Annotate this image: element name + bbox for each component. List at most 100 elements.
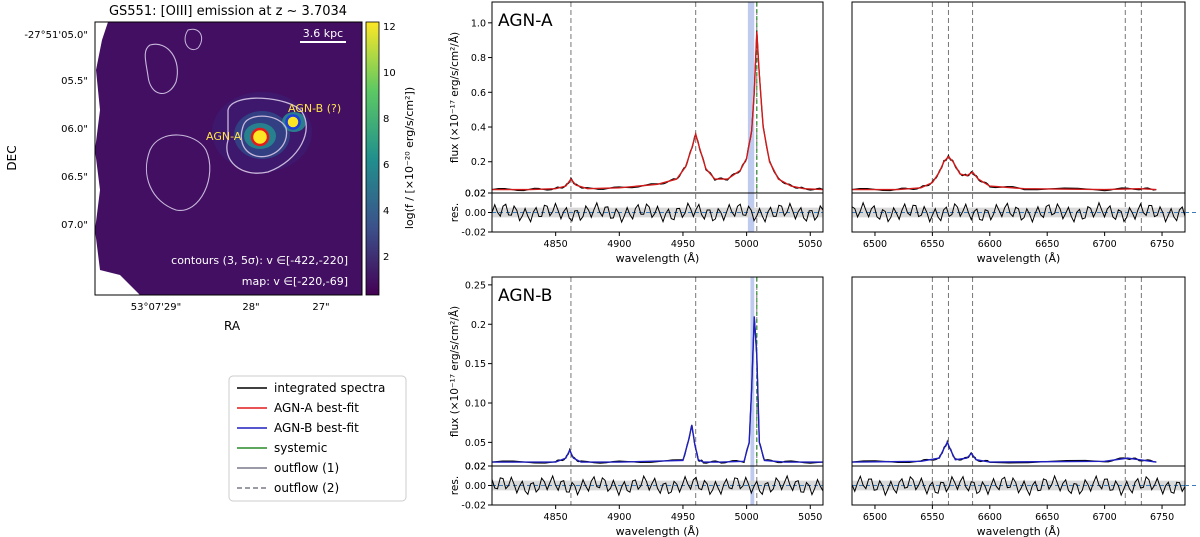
map-xlabel: RA bbox=[224, 319, 241, 333]
x-tick-label: 4900 bbox=[607, 512, 631, 523]
x-tick-label: 6600 bbox=[978, 239, 1002, 250]
spectrum-panel: 0.020.050.100.150.20.25-0.020.000.024850… bbox=[448, 276, 824, 537]
residual-band bbox=[852, 480, 1185, 491]
residual-axis-label: res. bbox=[449, 476, 461, 495]
colorbar bbox=[365, 21, 380, 296]
colorbar-tick: 12 bbox=[383, 22, 396, 33]
best-fit-line bbox=[852, 155, 1157, 191]
agn-a-label: AGN-A bbox=[206, 130, 242, 143]
y-axis-label: flux (×10⁻¹⁷ erg/s/cm²/Å) bbox=[448, 306, 461, 437]
map-xtick: 53°07'29" bbox=[131, 302, 182, 313]
y-tick-label: 0.6 bbox=[471, 88, 486, 99]
best-fit-line bbox=[851, 440, 1157, 463]
y-axis-label: flux (×10⁻¹⁷ erg/s/cm²/Å) bbox=[448, 32, 461, 163]
plot-area bbox=[852, 2, 1185, 193]
colorbar-tick: 4 bbox=[383, 206, 389, 217]
x-tick-label: 5000 bbox=[735, 239, 759, 250]
colorbar-ticks: 2 4 6 8 10 12 bbox=[383, 22, 396, 263]
x-axis-label: wavelength (Å) bbox=[977, 525, 1061, 537]
legend-label: outflow (2) bbox=[274, 481, 339, 495]
res-y-tick-label: 0.02 bbox=[465, 462, 486, 473]
map-ytick: 06.5" bbox=[61, 172, 88, 183]
y-tick-label: 0.02 bbox=[465, 189, 486, 200]
map-note: map: v ∈[-220,-69] bbox=[242, 275, 348, 288]
res-y-tick-label: 0.00 bbox=[465, 481, 486, 492]
x-tick-label: 6550 bbox=[920, 512, 944, 523]
agn-b-label: AGN-B (?) bbox=[288, 102, 341, 115]
best-fit-line bbox=[492, 316, 823, 463]
map-ytick: 07.0" bbox=[61, 220, 88, 231]
residual-line bbox=[851, 201, 1186, 224]
x-tick-label: 5000 bbox=[735, 512, 759, 523]
x-tick-label: 5050 bbox=[798, 512, 822, 523]
agn-a-marker bbox=[250, 127, 270, 147]
map-xtick: 27" bbox=[312, 302, 329, 313]
map-title: GS551: [OIII] emission at z ~ 3.7034 bbox=[109, 4, 347, 19]
plot-area bbox=[492, 277, 823, 466]
y-tick-label: 0.2 bbox=[471, 157, 486, 168]
legend-label: AGN-B best-fit bbox=[274, 421, 359, 435]
y-tick-label: 0.02 bbox=[465, 462, 486, 473]
contours-note: contours (3, 5σ): v ∈[-422,-220] bbox=[171, 254, 348, 267]
legend-label: outflow (1) bbox=[274, 461, 339, 475]
scalebar-label: 3.6 kpc bbox=[303, 27, 343, 40]
legend-label: integrated spectra bbox=[274, 381, 385, 395]
x-tick-label: 4950 bbox=[671, 239, 695, 250]
map-xtick: 28" bbox=[242, 302, 259, 313]
residual-line bbox=[851, 474, 1186, 497]
x-tick-label: 6750 bbox=[1150, 239, 1174, 250]
y-tick-label: 0.4 bbox=[471, 123, 486, 134]
y-tick-label: 0.25 bbox=[465, 280, 486, 291]
y-tick-label: 0.05 bbox=[465, 438, 486, 449]
res-y-tick-label: -0.02 bbox=[461, 501, 486, 512]
x-tick-label: 6550 bbox=[920, 239, 944, 250]
panel-title: AGN-B bbox=[498, 286, 552, 306]
legend-label: systemic bbox=[274, 441, 327, 455]
map-panel: 3.6 kpc AGN-A AGN-B (?) contours (3, 5σ)… bbox=[94, 21, 363, 296]
panel-title: AGN-A bbox=[498, 11, 553, 31]
x-tick-label: 5050 bbox=[798, 239, 822, 250]
plot-area bbox=[492, 2, 823, 193]
plot-area bbox=[852, 277, 1185, 466]
colorbar-tick: 2 bbox=[383, 252, 389, 263]
x-tick-label: 6500 bbox=[863, 239, 887, 250]
map-x-ticks: 53°07'29" 28" 27" bbox=[131, 302, 330, 313]
shaded-band bbox=[750, 277, 755, 505]
x-axis-label: wavelength (Å) bbox=[977, 252, 1061, 265]
x-tick-label: 6650 bbox=[1035, 239, 1059, 250]
res-y-tick-label: 0.00 bbox=[465, 208, 486, 219]
y-tick-label: 0.10 bbox=[465, 399, 486, 410]
x-tick-label: 6500 bbox=[863, 512, 887, 523]
x-tick-label: 6700 bbox=[1093, 239, 1117, 250]
colorbar-label: log(f / [×10⁻²⁰ erg/s/cm²]) bbox=[403, 87, 416, 229]
outflow-contour bbox=[226, 97, 307, 174]
colorbar-tick: 6 bbox=[383, 160, 389, 171]
y-tick-label: 1.0 bbox=[471, 18, 486, 29]
best-fit-line bbox=[492, 31, 824, 191]
y-tick-label: 0.8 bbox=[471, 53, 486, 64]
res-y-tick-label: 0.02 bbox=[465, 189, 486, 200]
map-ytick: -27°51'05.0" bbox=[24, 30, 88, 41]
residual-line bbox=[491, 474, 824, 497]
x-tick-label: 6700 bbox=[1093, 512, 1117, 523]
residual-band bbox=[492, 480, 823, 491]
residual-line bbox=[491, 201, 824, 224]
x-tick-label: 6650 bbox=[1035, 512, 1059, 523]
x-tick-label: 4850 bbox=[544, 512, 568, 523]
y-tick-label: 0.15 bbox=[465, 359, 486, 370]
residual-band bbox=[492, 207, 823, 218]
map-ytick: 05.5" bbox=[61, 76, 88, 87]
spectrum-panel: 6500 6550 6600 6650 6700 6750 wavelength (Å) bbox=[851, 276, 1199, 537]
x-tick-label: 6750 bbox=[1150, 512, 1174, 523]
colorbar-tick: 8 bbox=[383, 114, 389, 125]
residual-band bbox=[852, 207, 1185, 218]
shaded-band bbox=[747, 2, 755, 232]
map-y-ticks: -27°51'05.0" 05.5" 06.0" 06.5" 07.0" bbox=[24, 30, 88, 231]
x-tick-label: 4900 bbox=[607, 239, 631, 250]
spectrum-panel: 6500 6550 6600 6650 6700 6750 wavelength (Å) bbox=[851, 1, 1199, 265]
legend: integrated spectra AGN-A best-fit AGN-B be… bbox=[228, 375, 407, 502]
x-tick-label: 6600 bbox=[978, 512, 1002, 523]
y-tick-label: 0.2 bbox=[471, 320, 486, 331]
